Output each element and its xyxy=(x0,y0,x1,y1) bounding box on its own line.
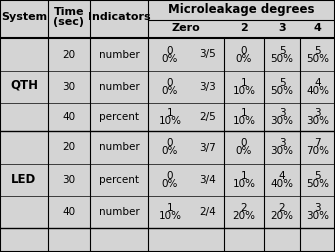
Text: 0%: 0% xyxy=(162,179,178,189)
Text: 0: 0 xyxy=(241,139,247,148)
Text: 0%: 0% xyxy=(236,146,252,156)
Text: 0: 0 xyxy=(167,171,173,181)
Text: 1: 1 xyxy=(241,171,247,181)
Text: System: System xyxy=(1,12,47,22)
Text: 40%: 40% xyxy=(270,179,293,189)
Text: 10%: 10% xyxy=(158,116,182,126)
Text: Time
(sec): Time (sec) xyxy=(54,7,84,27)
Text: 40: 40 xyxy=(62,207,76,217)
Text: 30%: 30% xyxy=(306,211,329,221)
Text: number: number xyxy=(98,49,139,59)
Text: 3: 3 xyxy=(314,203,321,213)
Text: 1: 1 xyxy=(241,108,247,118)
Text: 3/7: 3/7 xyxy=(200,142,216,152)
Text: 40%: 40% xyxy=(306,86,329,96)
Text: 30%: 30% xyxy=(306,116,329,126)
Text: 4: 4 xyxy=(314,78,321,88)
Text: 5: 5 xyxy=(279,46,285,55)
Text: 0%: 0% xyxy=(236,53,252,64)
Text: 2: 2 xyxy=(241,203,247,213)
Text: 3/5: 3/5 xyxy=(200,49,216,59)
Text: LED: LED xyxy=(11,173,37,186)
Text: 10%: 10% xyxy=(158,211,182,221)
Text: percent: percent xyxy=(99,175,139,185)
Text: 30: 30 xyxy=(62,82,76,92)
Text: 4: 4 xyxy=(279,171,285,181)
Text: 3: 3 xyxy=(279,139,285,148)
Text: 50%: 50% xyxy=(306,53,329,64)
Text: 0%: 0% xyxy=(162,86,178,96)
Text: 3: 3 xyxy=(314,108,321,118)
Text: Indicators: Indicators xyxy=(88,12,150,22)
Text: 5: 5 xyxy=(279,78,285,88)
Text: 20%: 20% xyxy=(270,211,293,221)
Text: 3/3: 3/3 xyxy=(200,82,216,92)
Text: 4: 4 xyxy=(314,23,322,33)
Text: 1: 1 xyxy=(167,108,173,118)
Text: number: number xyxy=(98,82,139,92)
Text: 0%: 0% xyxy=(162,146,178,156)
Text: 1: 1 xyxy=(167,203,173,213)
Text: 5: 5 xyxy=(314,46,321,55)
Text: percent: percent xyxy=(99,112,139,122)
Text: 50%: 50% xyxy=(306,179,329,189)
Text: 5: 5 xyxy=(314,171,321,181)
Text: 70%: 70% xyxy=(306,146,329,156)
Text: 2/4: 2/4 xyxy=(200,207,216,217)
Text: 40: 40 xyxy=(62,112,76,122)
Text: 1: 1 xyxy=(241,78,247,88)
Text: 2/5: 2/5 xyxy=(200,112,216,122)
Text: 0: 0 xyxy=(167,78,173,88)
Text: 30: 30 xyxy=(62,175,76,185)
Text: QTH: QTH xyxy=(10,78,38,91)
Text: 20%: 20% xyxy=(232,211,256,221)
Text: Microleakage degrees: Microleakage degrees xyxy=(168,4,315,16)
Text: 2: 2 xyxy=(279,203,285,213)
Text: 10%: 10% xyxy=(232,86,256,96)
Text: number: number xyxy=(98,207,139,217)
Text: 50%: 50% xyxy=(270,53,293,64)
Text: number: number xyxy=(98,142,139,152)
Text: 20: 20 xyxy=(62,49,76,59)
Text: 0%: 0% xyxy=(162,53,178,64)
Text: 3/4: 3/4 xyxy=(200,175,216,185)
Text: 3: 3 xyxy=(279,108,285,118)
Text: 10%: 10% xyxy=(232,116,256,126)
Text: 50%: 50% xyxy=(270,86,293,96)
Text: 7: 7 xyxy=(314,139,321,148)
Text: 0: 0 xyxy=(241,46,247,55)
Text: 2: 2 xyxy=(240,23,248,33)
Text: 30%: 30% xyxy=(270,116,293,126)
Text: Zero: Zero xyxy=(172,23,200,33)
Text: 0: 0 xyxy=(167,139,173,148)
Text: 10%: 10% xyxy=(232,179,256,189)
Text: 0: 0 xyxy=(167,46,173,55)
Text: 30%: 30% xyxy=(270,146,293,156)
Text: 20: 20 xyxy=(62,142,76,152)
Text: 3: 3 xyxy=(278,23,286,33)
